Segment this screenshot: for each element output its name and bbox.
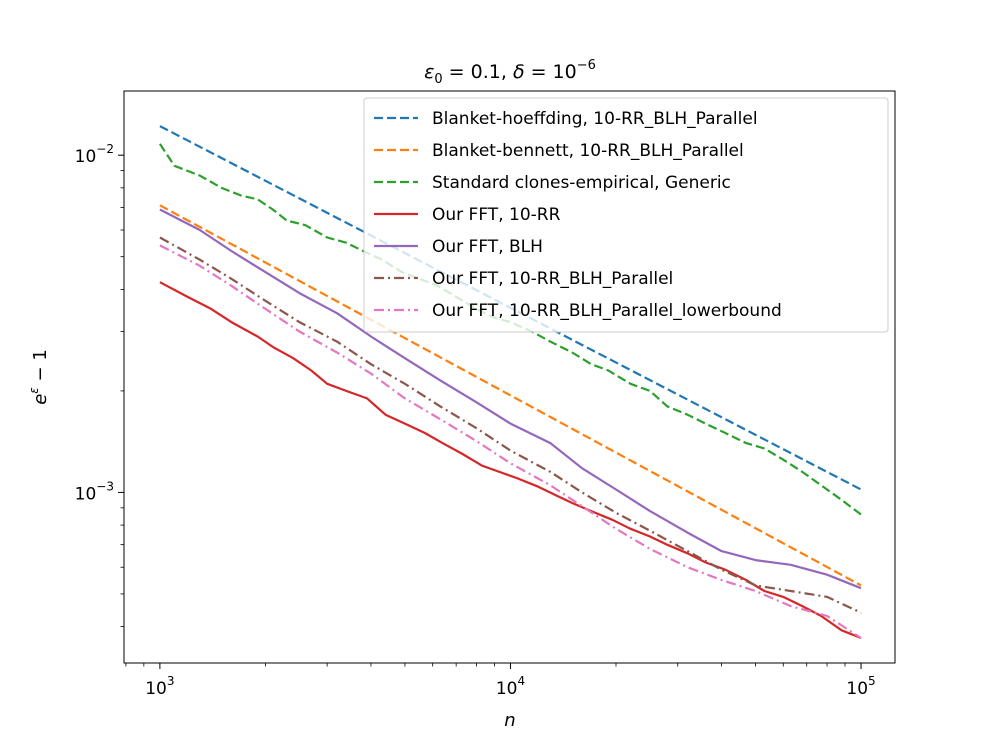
chart-title: ε0 = 0.1, δ = 10−6	[424, 58, 596, 87]
series-line-2	[159, 204, 862, 587]
x-axis-label: n	[504, 710, 515, 731]
legend-label-4: Our FFT, 10-RR	[432, 205, 561, 225]
legend-label-6: Our FFT, 10-RR_BLH_Parallel	[432, 269, 673, 289]
y-axis-label: eε − 1	[27, 349, 51, 405]
legend-items: Blanket-hoeffding, 10-RR_BLH_Parallel Bla…	[374, 109, 782, 321]
legend-label-5: Our FFT, BLH	[432, 237, 543, 257]
y-tick-label: 10−2	[75, 142, 114, 167]
ticks-layer: 103 104 105 10−2 10−3	[75, 142, 876, 699]
y-tick-label: 10−3	[75, 479, 114, 504]
legend-label-7: Our FFT, 10-RR_BLH_Parallel_lowerbound	[432, 301, 782, 321]
legend: Blanket-hoeffding, 10-RR_BLH_Parallel Bla…	[363, 97, 889, 333]
x-tick-label: 103	[145, 674, 174, 699]
series-line-4	[159, 281, 862, 640]
legend-label-2: Blanket-bennett, 10-RR_BLH_Parallel	[432, 141, 744, 161]
plot-frame	[123, 90, 896, 664]
legend-frame	[363, 97, 889, 333]
series-line-5	[159, 208, 862, 590]
legend-label-1: Blanket-hoeffding, 10-RR_BLH_Parallel	[432, 109, 758, 129]
x-tick-label: 104	[496, 674, 525, 699]
x-tick-label: 105	[846, 674, 875, 699]
legend-label-3: Standard clones-empirical, Generic	[432, 173, 731, 193]
